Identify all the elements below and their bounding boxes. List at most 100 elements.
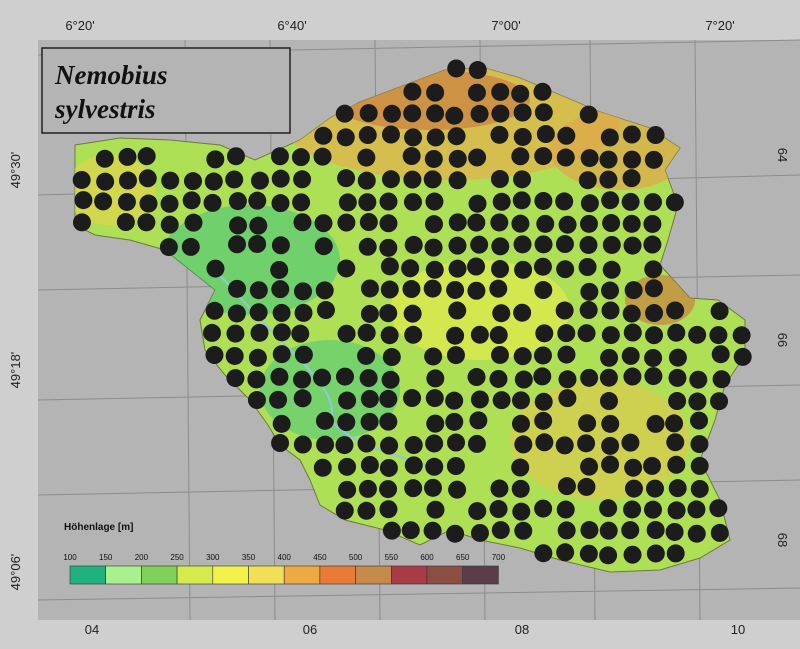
occurrence-dot xyxy=(292,193,311,212)
occurrence-dot xyxy=(534,499,553,518)
occurrence-dot xyxy=(467,368,486,387)
legend-swatch xyxy=(141,565,178,585)
occurrence-dot xyxy=(426,500,445,519)
occurrence-dot xyxy=(732,326,751,345)
occurrence-dot xyxy=(489,369,508,388)
occurrence-dot xyxy=(445,412,464,431)
occurrence-dot xyxy=(490,170,509,189)
occurrence-dot xyxy=(511,147,530,166)
occurrence-dot xyxy=(687,524,706,543)
occurrence-dot xyxy=(535,324,554,343)
occurrence-dot xyxy=(557,324,576,343)
occurrence-dot xyxy=(228,235,247,254)
occurrence-dot xyxy=(513,127,532,146)
occurrence-dot xyxy=(599,546,618,565)
occurrence-dot xyxy=(271,169,290,188)
occurrence-dot xyxy=(379,192,398,211)
legend-swatch xyxy=(390,565,428,585)
occurrence-dot xyxy=(336,128,355,147)
occurrence-dot xyxy=(490,479,509,498)
legend-tick-label: 500 xyxy=(349,553,363,562)
grid-label-66: 66 xyxy=(775,333,790,347)
occurrence-dot xyxy=(379,480,398,499)
occurrence-dot xyxy=(335,501,354,520)
occurrence-dot xyxy=(379,304,398,323)
occurrence-dot xyxy=(337,413,356,432)
occurrence-dot xyxy=(358,479,377,498)
occurrence-dot xyxy=(250,323,269,342)
occurrence-dot xyxy=(448,480,467,499)
occurrence-dot xyxy=(72,213,91,232)
legend-swatch xyxy=(176,565,214,585)
occurrence-dot xyxy=(448,149,467,168)
occurrence-dot xyxy=(599,150,618,169)
occurrence-dot xyxy=(557,126,576,145)
occurrence-dot xyxy=(623,500,642,519)
occurrence-dot xyxy=(624,281,643,300)
occurrence-dot xyxy=(599,521,618,540)
occurrence-dot xyxy=(270,260,289,279)
occurrence-dot xyxy=(270,147,289,166)
occurrence-dot xyxy=(159,238,178,257)
occurrence-dot xyxy=(514,370,533,389)
legend-swatch xyxy=(319,565,356,585)
occurrence-dot xyxy=(137,213,156,232)
occurrence-dot xyxy=(315,411,334,430)
occurrence-dot xyxy=(624,479,643,498)
occurrence-dot xyxy=(490,213,509,232)
occurrence-dot xyxy=(404,128,423,147)
occurrence-dot xyxy=(448,259,467,278)
occurrence-dot xyxy=(184,213,203,232)
occurrence-dot xyxy=(403,82,422,101)
occurrence-dot xyxy=(226,369,245,388)
occurrence-dot xyxy=(425,434,444,453)
occurrence-dot xyxy=(621,192,640,211)
occurrence-dot xyxy=(665,522,684,541)
occurrence-dot xyxy=(534,411,553,430)
legend-swatch xyxy=(355,565,392,585)
occurrence-dot xyxy=(644,260,663,279)
latitude-label-49-06: 49°06' xyxy=(8,554,23,591)
occurrence-dot xyxy=(379,412,398,431)
occurrence-dot xyxy=(293,170,312,189)
occurrence-dot xyxy=(379,389,398,408)
occurrence-dot xyxy=(579,105,598,124)
occurrence-dot xyxy=(382,104,401,123)
occurrence-dot xyxy=(511,479,530,498)
occurrence-dot xyxy=(206,259,225,278)
occurrence-dot xyxy=(447,59,466,78)
occurrence-dot xyxy=(556,500,575,519)
occurrence-dot xyxy=(228,279,247,298)
occurrence-dot xyxy=(711,345,730,364)
occurrence-dot xyxy=(247,391,266,410)
grid-label-68: 68 xyxy=(775,533,790,547)
occurrence-dot xyxy=(448,301,467,320)
legend-tick-label: 600 xyxy=(420,553,434,562)
legend-swatch xyxy=(462,565,499,585)
occurrence-dot xyxy=(294,282,313,301)
occurrence-dot xyxy=(203,193,222,212)
occurrence-dot xyxy=(423,478,442,497)
occurrence-dot xyxy=(601,326,620,345)
legend-tick-label: 400 xyxy=(278,553,292,562)
occurrence-dot xyxy=(404,325,423,344)
occurrence-dot xyxy=(666,544,685,563)
occurrence-dot xyxy=(470,104,489,123)
occurrence-dot xyxy=(96,172,115,191)
occurrence-dot xyxy=(402,147,421,166)
occurrence-dot xyxy=(248,191,267,210)
occurrence-dot xyxy=(643,214,662,233)
occurrence-dot xyxy=(382,521,401,540)
occurrence-dot xyxy=(293,213,312,232)
occurrence-dot xyxy=(710,302,729,321)
occurrence-dot xyxy=(601,414,620,433)
occurrence-dot xyxy=(249,303,268,322)
occurrence-dot xyxy=(116,213,135,232)
occurrence-dot xyxy=(621,433,640,452)
occurrence-dot xyxy=(733,347,752,366)
occurrence-dot xyxy=(94,192,113,211)
occurrence-dot xyxy=(227,304,246,323)
occurrence-dot xyxy=(448,236,467,255)
occurrence-dot xyxy=(357,501,376,520)
